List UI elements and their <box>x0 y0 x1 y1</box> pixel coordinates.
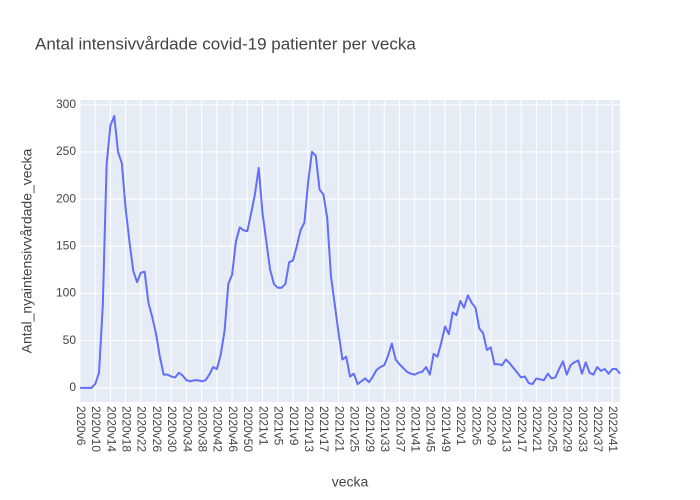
x-tick-label: 2021v21 <box>332 406 346 452</box>
x-tick-label: 2021v29 <box>363 406 377 452</box>
x-tick-label: 2020v22 <box>135 406 149 452</box>
y-tick-label: 100 <box>56 286 76 300</box>
x-tick-label: 2021v25 <box>348 406 362 452</box>
x-tick-label: 2020v6 <box>74 406 88 446</box>
x-tick-label: 2020v18 <box>119 406 133 452</box>
x-tick-label: 2021v17 <box>317 406 331 452</box>
x-tick-label: 2021v33 <box>378 406 392 452</box>
x-tick-label: 2022v1 <box>454 406 468 446</box>
y-axis-title: Antal_nyaintensivvårdade_vecka <box>19 148 35 353</box>
y-tick-label: 200 <box>56 191 76 205</box>
x-tick-label: 2020v30 <box>165 406 179 452</box>
x-tick-label: 2022v9 <box>485 406 499 446</box>
y-tick-label: 150 <box>56 238 76 252</box>
x-tick-label: 2022v29 <box>561 406 575 452</box>
x-tick-label: 2020v34 <box>180 406 194 452</box>
x-tick-label: 2020v26 <box>150 406 164 452</box>
x-tick-label: 2020v46 <box>226 406 240 452</box>
x-tick-label: 2021v41 <box>408 406 422 452</box>
x-tick-label: 2022v33 <box>576 406 590 452</box>
plot-area <box>80 100 620 402</box>
x-tick-label: 2021v37 <box>393 406 407 452</box>
x-tick-label: 2021v49 <box>439 406 453 452</box>
line <box>80 115 621 389</box>
x-tick-label: 2022v5 <box>469 406 483 446</box>
x-tick-label: 2022v25 <box>545 406 559 452</box>
x-axis-title: vecka <box>332 474 369 490</box>
x-tick-label: 2020v42 <box>211 406 225 452</box>
y-tick-label: 250 <box>56 144 76 158</box>
x-tick-label: 2020v38 <box>196 406 210 452</box>
x-tick-label: 2022v13 <box>500 406 514 452</box>
x-tick-label: 2021v13 <box>302 406 316 452</box>
x-tick-label: 2021v5 <box>272 406 286 446</box>
x-tick-label: 2021v9 <box>287 406 301 446</box>
x-tick-label: 2020v50 <box>241 406 255 452</box>
x-tick-label: 2020v14 <box>104 406 118 452</box>
y-tick-label: 50 <box>63 333 77 347</box>
x-tick-label: 2021v1 <box>256 406 270 446</box>
y-tick-label: 0 <box>69 380 76 394</box>
x-tick-label: 2020v10 <box>89 406 103 452</box>
x-tick-label: 2021v45 <box>424 406 438 452</box>
x-tick-label: 2022v21 <box>530 406 544 452</box>
x-tick-label: 2022v41 <box>606 406 620 452</box>
x-tick-label: 2022v17 <box>515 406 529 452</box>
y-tick-label: 300 <box>56 97 76 111</box>
chart-title: Antal intensivvårdade covid-19 patienter… <box>35 34 416 53</box>
x-tick-label: 2022v37 <box>591 406 605 452</box>
